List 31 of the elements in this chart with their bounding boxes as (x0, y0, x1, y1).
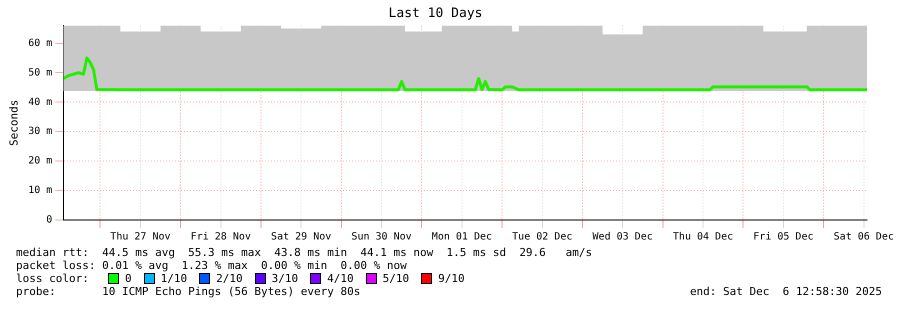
text: 1/10 (160, 272, 188, 285)
y-tick-label: 60 m (28, 38, 52, 49)
x-tick-label: Fri 28 Nov (190, 232, 251, 243)
text: probe: 10 ICMP Echo Pings (56 Bytes) every 80s (16, 285, 360, 298)
text: 4/10 (327, 272, 354, 285)
y-tick-label: 20 m (28, 156, 52, 167)
x-tick-label: Thu 04 Dec (672, 232, 734, 243)
y-tick-label: 30 m (28, 126, 52, 138)
y-tick-label: 50 m (28, 67, 52, 78)
text: 0 (125, 272, 132, 285)
x-tick-label: Fri 05 Dec (753, 232, 814, 243)
text: loss color: (16, 272, 90, 285)
y-tick-label: 0 (46, 214, 52, 226)
y-axis-title: Seconds (7, 100, 20, 146)
x-tick-label: Thu 27 Nov (110, 232, 171, 243)
x-tick-label: Mon 01 Dec (432, 232, 492, 243)
x-tick-label: Sat 29 Nov (271, 232, 332, 243)
x-tick-label: Wed 03 Dec (592, 232, 653, 243)
x-tick-label: Tue 02 Dec (512, 232, 572, 243)
x-tick-label: Sun 30 Nov (351, 232, 412, 243)
text: median rtt: 44.5 ms avg 55.3 ms max 43.8 ms min 44.1 ms now 1.5 ms sd 29.6 am/s (16, 246, 594, 259)
text: packet loss: 0.01 % avg 1.23 % max 0.00 % min 0.00 % now (16, 259, 408, 272)
text: 3/10 (272, 272, 298, 285)
text: 2/10 (216, 272, 243, 285)
x-tick-label: Sat 06 Dec (834, 232, 894, 243)
text: 9/10 (438, 272, 465, 285)
y-tick-label: 40 m (28, 96, 52, 108)
chart-title: Last 10 Days (388, 6, 482, 22)
text: end: Sat Dec 6 12:58:30 2025 (690, 285, 882, 298)
y-tick-label: 10 m (28, 185, 52, 196)
text: 5/10 (382, 272, 410, 285)
